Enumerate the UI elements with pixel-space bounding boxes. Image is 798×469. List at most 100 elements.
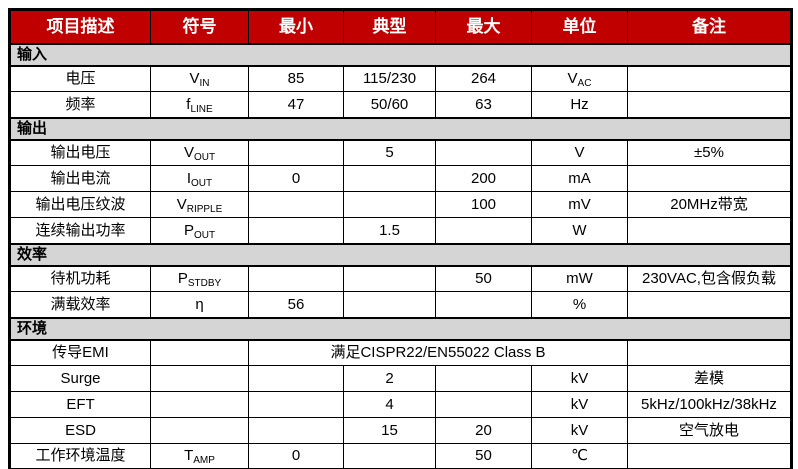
cell-min — [248, 265, 344, 292]
cell-max — [435, 217, 532, 244]
cell-max: 50 — [435, 443, 532, 469]
section-row: 输入 — [9, 42, 792, 67]
cell-unit: kV — [531, 417, 628, 444]
cell-unit: ℃ — [531, 443, 628, 469]
symbol-subscript: RIPPLE — [186, 203, 223, 215]
unit-base: Hz — [570, 95, 589, 113]
symbol-base: I — [186, 169, 192, 187]
cell-typ: 50/60 — [343, 91, 436, 118]
cell-typ: 5 — [343, 139, 436, 166]
cell-min — [248, 417, 344, 444]
cell-symbol: VIN — [150, 65, 249, 92]
cell-typ: 4 — [343, 391, 436, 418]
table-row: EFT 4 kV 5kHz/100kHz/38kHz — [9, 391, 792, 418]
cell-note — [627, 91, 792, 118]
cell-max — [435, 139, 532, 166]
unit-base: mW — [566, 270, 593, 288]
cell-unit: V — [531, 139, 628, 166]
cell-note — [627, 339, 792, 366]
cell-symbol: VRIPPLE — [150, 191, 249, 218]
cell-min — [248, 191, 344, 218]
table-row: 输出电压纹波 VRIPPLE 100 mV 20MHz带宽 — [9, 191, 792, 218]
unit-base: mA — [568, 169, 591, 187]
cell-min: 0 — [248, 165, 344, 192]
cell-typ: 1.5 — [343, 217, 436, 244]
cell-typ — [343, 265, 436, 292]
symbol-subscript: LINE — [190, 103, 213, 115]
cell-label: 待机功耗 — [9, 265, 151, 292]
cell-typ: 15 — [343, 417, 436, 444]
cell-typ: 115/230 — [343, 65, 436, 92]
symbol-base: f — [186, 95, 191, 113]
symbol-subscript: STDBY — [187, 278, 222, 290]
cell-symbol: VOUT — [150, 139, 249, 166]
column-header: 典型 — [343, 9, 436, 45]
column-header: 最小 — [248, 9, 344, 45]
cell-symbol — [150, 417, 249, 444]
symbol-subscript: OUT — [191, 177, 213, 189]
unit-base: mV — [568, 195, 591, 213]
cell-note — [627, 443, 792, 469]
symbol-base: V — [183, 144, 194, 162]
cell-unit: kV — [531, 365, 628, 392]
cell-label: 满载效率 — [9, 291, 151, 318]
symbol-base: T — [184, 447, 194, 465]
symbol-subscript: OUT — [193, 152, 216, 164]
cell-section-label: 环境 — [9, 316, 792, 341]
unit-base: kV — [570, 395, 589, 413]
unit-subscript: AC — [577, 78, 592, 90]
symbol-base: P — [177, 270, 188, 288]
symbol-base: η — [195, 295, 204, 313]
cell-label: 连续输出功率 — [9, 217, 151, 244]
cell-symbol: POUT — [150, 217, 249, 244]
cell-label: EFT — [9, 391, 151, 418]
cell-symbol: η — [150, 291, 249, 318]
cell-merged: 满足CISPR22/EN55022 Class B — [248, 339, 628, 366]
table-row: ESD 15 20 kV 空气放电 — [9, 417, 792, 444]
cell-symbol: IOUT — [150, 165, 249, 192]
cell-min — [248, 217, 344, 244]
cell-unit: W — [531, 217, 628, 244]
cell-symbol: fLINE — [150, 91, 249, 118]
cell-section-label: 输出 — [9, 116, 792, 141]
column-header: 单位 — [531, 9, 628, 45]
cell-max: 200 — [435, 165, 532, 192]
symbol-subscript: IN — [199, 78, 210, 90]
section-row: 环境 — [9, 316, 792, 341]
symbol-base: V — [189, 70, 200, 88]
cell-typ — [343, 191, 436, 218]
cell-symbol — [150, 391, 249, 418]
cell-label: 输出电压 — [9, 139, 151, 166]
cell-symbol: PSTDBY — [150, 265, 249, 292]
table-row: 连续输出功率 POUT 1.5 W — [9, 217, 792, 244]
cell-typ — [343, 443, 436, 469]
section-row: 输出 — [9, 116, 792, 141]
cell-label: 频率 — [9, 91, 151, 118]
table-row: 电压 VIN 85 115/230 264 VAC — [9, 65, 792, 92]
cell-min — [248, 391, 344, 418]
cell-max — [435, 365, 532, 392]
column-header: 最大 — [435, 9, 532, 45]
cell-unit: mV — [531, 191, 628, 218]
cell-note — [627, 217, 792, 244]
cell-max: 63 — [435, 91, 532, 118]
column-header: 符号 — [150, 9, 249, 45]
cell-typ: 2 — [343, 365, 436, 392]
cell-unit: % — [531, 291, 628, 318]
symbol-base: P — [183, 221, 194, 239]
cell-label: 工作环境温度 — [9, 443, 151, 469]
table-row: 满载效率 η 56% — [9, 291, 792, 318]
cell-label: 输出电压纹波 — [9, 191, 151, 218]
cell-note — [627, 291, 792, 318]
cell-max — [435, 291, 532, 318]
cell-note — [627, 165, 792, 192]
cell-min: 85 — [248, 65, 344, 92]
table-row: Surge 2 kV 差模 — [9, 365, 792, 392]
table-row: 工作环境温度 TAMP 0 50 ℃ — [9, 443, 792, 469]
cell-symbol — [150, 365, 249, 392]
cell-note: 空气放电 — [627, 417, 792, 444]
cell-unit: VAC — [531, 65, 628, 92]
table-row: 输出电压 VOUT 5 V ±5% — [9, 139, 792, 166]
cell-typ — [343, 291, 436, 318]
